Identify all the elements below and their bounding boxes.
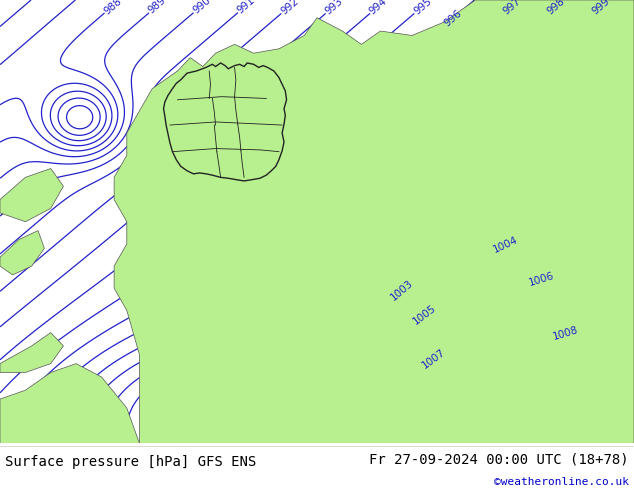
- Text: 991: 991: [235, 0, 257, 16]
- Polygon shape: [0, 333, 63, 372]
- Text: 1003: 1003: [389, 278, 415, 302]
- Polygon shape: [0, 231, 44, 275]
- Polygon shape: [164, 63, 287, 181]
- Text: ©weatheronline.co.uk: ©weatheronline.co.uk: [494, 477, 629, 487]
- Polygon shape: [0, 169, 63, 221]
- Text: 989: 989: [146, 0, 168, 16]
- Polygon shape: [0, 364, 139, 443]
- Text: 999: 999: [590, 0, 611, 16]
- Text: 1004: 1004: [491, 235, 519, 255]
- Text: 992: 992: [279, 0, 301, 17]
- Text: 995: 995: [412, 0, 434, 17]
- Polygon shape: [114, 0, 634, 443]
- Text: 1007: 1007: [420, 347, 448, 370]
- Text: 1005: 1005: [411, 303, 437, 327]
- Text: 993: 993: [323, 0, 345, 17]
- Text: Surface pressure [hPa] GFS ENS: Surface pressure [hPa] GFS ENS: [5, 455, 256, 469]
- Text: Fr 27-09-2024 00:00 UTC (18+78): Fr 27-09-2024 00:00 UTC (18+78): [369, 453, 629, 467]
- Text: 988: 988: [102, 0, 124, 16]
- Text: 996: 996: [442, 8, 463, 29]
- Text: 990: 990: [191, 0, 212, 16]
- Text: 1006: 1006: [528, 270, 556, 288]
- Text: 994: 994: [368, 0, 389, 17]
- Text: 1008: 1008: [552, 325, 579, 342]
- Text: 997: 997: [501, 0, 522, 16]
- Text: 998: 998: [545, 0, 567, 16]
